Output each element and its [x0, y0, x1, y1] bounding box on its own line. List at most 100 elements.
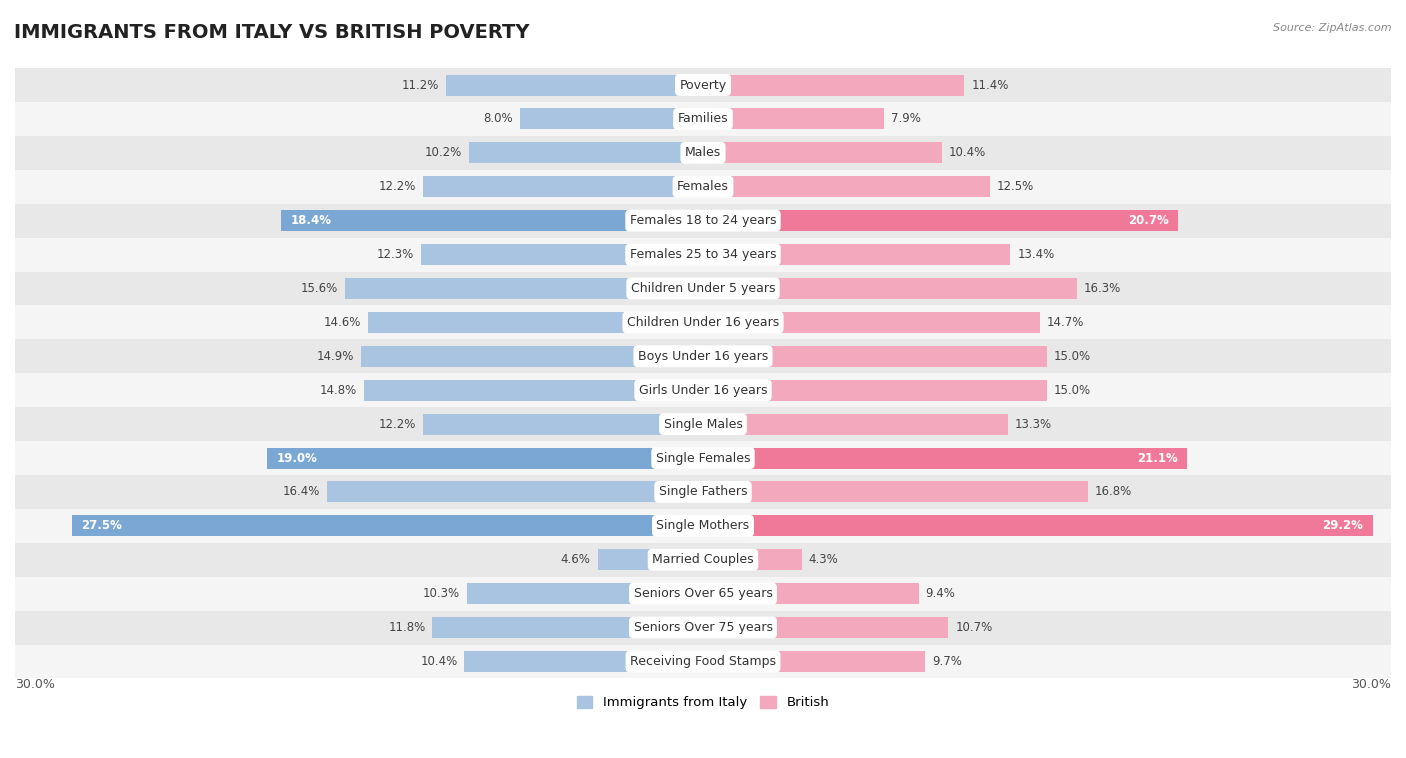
Text: Males: Males [685, 146, 721, 159]
Text: Married Couples: Married Couples [652, 553, 754, 566]
Text: 11.8%: 11.8% [388, 621, 426, 634]
Text: Children Under 16 years: Children Under 16 years [627, 316, 779, 329]
Text: 15.0%: 15.0% [1054, 349, 1091, 363]
Bar [703, 244, 1011, 265]
Bar [703, 414, 1008, 434]
Bar [446, 74, 703, 96]
Bar [703, 278, 1077, 299]
Text: 16.4%: 16.4% [283, 485, 321, 499]
Text: Single Males: Single Males [664, 418, 742, 431]
Bar [15, 204, 1391, 237]
Bar [364, 380, 703, 401]
Text: Females 25 to 34 years: Females 25 to 34 years [630, 248, 776, 261]
Text: Single Females: Single Females [655, 452, 751, 465]
Text: 4.6%: 4.6% [561, 553, 591, 566]
Bar [703, 447, 1187, 468]
Text: Seniors Over 75 years: Seniors Over 75 years [634, 621, 772, 634]
Bar [15, 237, 1391, 271]
Bar [15, 340, 1391, 373]
Bar [361, 346, 703, 367]
Legend: Immigrants from Italy, British: Immigrants from Italy, British [571, 691, 835, 715]
Bar [703, 550, 801, 570]
Text: 16.3%: 16.3% [1084, 282, 1121, 295]
Bar [15, 611, 1391, 644]
Text: 20.7%: 20.7% [1128, 215, 1168, 227]
Bar [703, 108, 884, 130]
Bar [433, 617, 703, 638]
Bar [15, 102, 1391, 136]
Bar [15, 407, 1391, 441]
Text: 8.0%: 8.0% [484, 112, 513, 125]
Text: 30.0%: 30.0% [15, 678, 55, 691]
Bar [420, 244, 703, 265]
Text: Females: Females [678, 180, 728, 193]
Bar [15, 441, 1391, 475]
Text: 27.5%: 27.5% [82, 519, 122, 532]
Text: Families: Families [678, 112, 728, 125]
Text: Children Under 5 years: Children Under 5 years [631, 282, 775, 295]
Bar [703, 617, 949, 638]
Bar [464, 651, 703, 672]
Text: 21.1%: 21.1% [1137, 452, 1178, 465]
Bar [703, 143, 942, 163]
Bar [281, 210, 703, 231]
Text: 11.2%: 11.2% [402, 79, 439, 92]
Text: Single Mothers: Single Mothers [657, 519, 749, 532]
Text: 10.2%: 10.2% [425, 146, 463, 159]
Bar [703, 74, 965, 96]
Text: 9.4%: 9.4% [925, 587, 955, 600]
Text: 7.9%: 7.9% [891, 112, 921, 125]
Text: 10.4%: 10.4% [420, 655, 457, 668]
Text: 10.7%: 10.7% [955, 621, 993, 634]
Bar [15, 509, 1391, 543]
Bar [703, 481, 1088, 503]
Bar [467, 583, 703, 604]
Text: 14.9%: 14.9% [316, 349, 354, 363]
Text: 15.6%: 15.6% [301, 282, 339, 295]
Text: 30.0%: 30.0% [1351, 678, 1391, 691]
Bar [15, 68, 1391, 102]
Text: Poverty: Poverty [679, 79, 727, 92]
Bar [15, 543, 1391, 577]
Bar [267, 447, 703, 468]
Text: 18.4%: 18.4% [290, 215, 332, 227]
Text: 9.7%: 9.7% [932, 655, 962, 668]
Bar [15, 170, 1391, 204]
Bar [15, 373, 1391, 407]
Text: 15.0%: 15.0% [1054, 384, 1091, 396]
Bar [368, 312, 703, 333]
Bar [703, 583, 918, 604]
Bar [520, 108, 703, 130]
Text: 10.3%: 10.3% [423, 587, 460, 600]
Text: Receiving Food Stamps: Receiving Food Stamps [630, 655, 776, 668]
Text: 29.2%: 29.2% [1323, 519, 1364, 532]
Text: 14.7%: 14.7% [1047, 316, 1084, 329]
Bar [703, 651, 925, 672]
Text: Single Fathers: Single Fathers [659, 485, 747, 499]
Bar [703, 380, 1047, 401]
Text: 11.4%: 11.4% [972, 79, 1008, 92]
Bar [423, 176, 703, 197]
Bar [15, 644, 1391, 678]
Text: 10.4%: 10.4% [949, 146, 986, 159]
Text: 16.8%: 16.8% [1095, 485, 1132, 499]
Text: Boys Under 16 years: Boys Under 16 years [638, 349, 768, 363]
Bar [703, 346, 1047, 367]
Text: Source: ZipAtlas.com: Source: ZipAtlas.com [1274, 23, 1392, 33]
Text: 13.3%: 13.3% [1015, 418, 1052, 431]
Bar [598, 550, 703, 570]
Bar [326, 481, 703, 503]
Bar [346, 278, 703, 299]
Text: 12.2%: 12.2% [380, 418, 416, 431]
Bar [470, 143, 703, 163]
Bar [703, 176, 990, 197]
Text: 14.8%: 14.8% [319, 384, 357, 396]
Bar [15, 305, 1391, 340]
Text: 19.0%: 19.0% [277, 452, 318, 465]
Bar [72, 515, 703, 537]
Text: Seniors Over 65 years: Seniors Over 65 years [634, 587, 772, 600]
Text: 12.2%: 12.2% [380, 180, 416, 193]
Bar [15, 475, 1391, 509]
Text: 13.4%: 13.4% [1017, 248, 1054, 261]
Bar [15, 271, 1391, 305]
